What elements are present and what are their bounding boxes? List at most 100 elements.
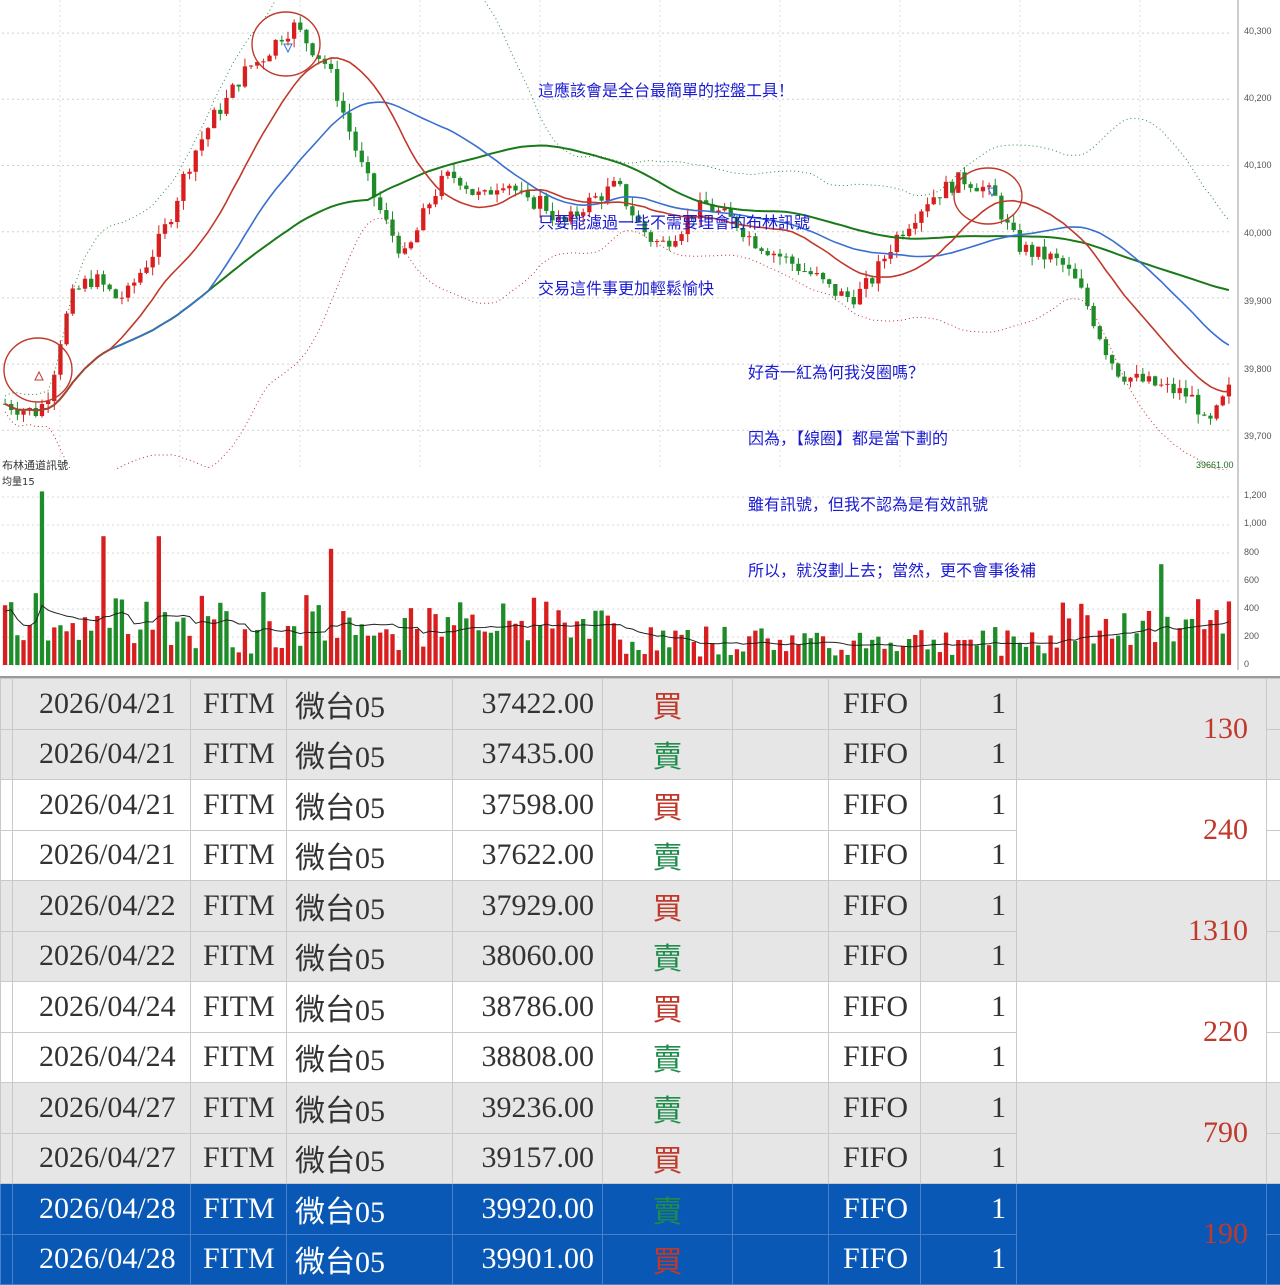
volume-bar	[286, 626, 290, 665]
candle-body	[470, 189, 474, 195]
volume-bar	[1178, 628, 1182, 665]
candle-body	[501, 188, 505, 190]
volume-bar	[114, 598, 118, 665]
volume-bar	[1030, 632, 1034, 665]
price-cell: 39236.00	[453, 1083, 603, 1134]
volume-bar	[101, 536, 105, 665]
volume-bar	[433, 614, 437, 665]
volume-bar	[501, 604, 505, 665]
volume-bar	[1214, 610, 1218, 665]
buy-label: 買	[653, 1145, 683, 1178]
candle-body	[304, 30, 308, 43]
candle-body	[968, 184, 972, 188]
quantity-cell: 1	[921, 931, 1017, 982]
volume-bar	[569, 637, 573, 665]
volume-bar	[593, 611, 597, 665]
buy-label: 買	[653, 893, 683, 926]
exchange-cell: FITM	[191, 1083, 287, 1134]
volume-bar	[1110, 639, 1114, 665]
candle-body	[532, 197, 536, 208]
trade-date-cell: 2026/04/22	[13, 881, 191, 932]
volume-bar	[1171, 641, 1175, 665]
exchange-cell: FITM	[191, 1032, 287, 1083]
last-low-label: 39661.00	[1196, 460, 1234, 470]
volume-bar	[679, 635, 683, 665]
buy-label: 買	[653, 1246, 683, 1279]
candle-body	[938, 197, 942, 198]
product-cell: 微台05	[287, 729, 453, 780]
volume-bar	[126, 634, 130, 665]
candle-body	[858, 289, 862, 304]
sell-label: 賣	[653, 943, 683, 976]
volume-chart	[0, 470, 1280, 670]
volume-bar	[612, 623, 616, 665]
annotation-top: 這應該會是全台最簡單的控盤工具！ 只要能濾過一些不需要理會的布林訊號 交易這件事…	[538, 36, 810, 344]
volume-bar	[378, 633, 382, 665]
row-edge	[1267, 830, 1280, 881]
exchange-cell: FITM	[191, 1234, 287, 1285]
method-cell: FIFO	[829, 830, 921, 881]
price-tick: 39,700	[1244, 431, 1272, 441]
volume-bar	[28, 625, 32, 665]
volume-bar	[815, 633, 819, 665]
volume-bar	[716, 654, 720, 665]
candle-body	[335, 69, 339, 101]
volume-bar	[1159, 564, 1163, 665]
candle-body	[353, 132, 357, 151]
price-cell: 39157.00	[453, 1133, 603, 1184]
method-cell: FIFO	[829, 1032, 921, 1083]
volume-tick: 1,000	[1244, 518, 1267, 528]
quantity-cell: 1	[921, 881, 1017, 932]
volume-bar	[341, 611, 345, 665]
quantity-cell: 1	[921, 1184, 1017, 1235]
volume-bar	[1122, 613, 1126, 665]
candle-body	[157, 234, 161, 257]
volume-bar	[729, 655, 733, 665]
candle-body	[907, 229, 911, 236]
candle-body	[1153, 376, 1157, 385]
annotation-bottom-line-1: 好奇一紅為何我沒圈嗎？	[748, 362, 1036, 384]
exchange-cell: FITM	[191, 729, 287, 780]
blank-cell	[733, 881, 829, 932]
row-edge	[1267, 982, 1280, 1033]
volume-bar	[489, 633, 493, 665]
trade-date-cell: 2026/04/24	[13, 1032, 191, 1083]
row-edge	[1267, 1133, 1280, 1184]
product-cell: 微台05	[287, 679, 453, 730]
volume-bar	[889, 643, 893, 665]
candle-body	[999, 196, 1003, 220]
trade-date-cell: 2026/04/27	[13, 1083, 191, 1134]
volume-bar	[698, 656, 702, 665]
price-tick: 39,800	[1244, 364, 1272, 374]
volume-bar	[77, 640, 81, 665]
product-cell: 微台05	[287, 1083, 453, 1134]
pnl-cell: 240	[1017, 780, 1267, 881]
price-cell: 39920.00	[453, 1184, 603, 1235]
volume-bar	[1184, 620, 1188, 665]
candle-body	[298, 23, 302, 30]
volume-bar	[753, 631, 757, 665]
volume-bar	[421, 647, 425, 665]
candle-body	[1048, 254, 1052, 260]
method-cell: FIFO	[829, 1083, 921, 1134]
exchange-cell: FITM	[191, 1184, 287, 1235]
product-cell: 微台05	[287, 982, 453, 1033]
volume-bar	[673, 631, 677, 665]
side-cell: 賣	[603, 1032, 733, 1083]
volume-bar	[310, 611, 314, 665]
volume-bar	[372, 636, 376, 665]
volume-bar	[3, 605, 7, 665]
candle-body	[1141, 374, 1145, 382]
candle-body	[71, 288, 75, 313]
exchange-cell: FITM	[191, 982, 287, 1033]
volume-bar	[323, 641, 327, 665]
side-cell: 買	[603, 982, 733, 1033]
volume-bar	[120, 600, 124, 665]
candle-body	[138, 273, 142, 283]
